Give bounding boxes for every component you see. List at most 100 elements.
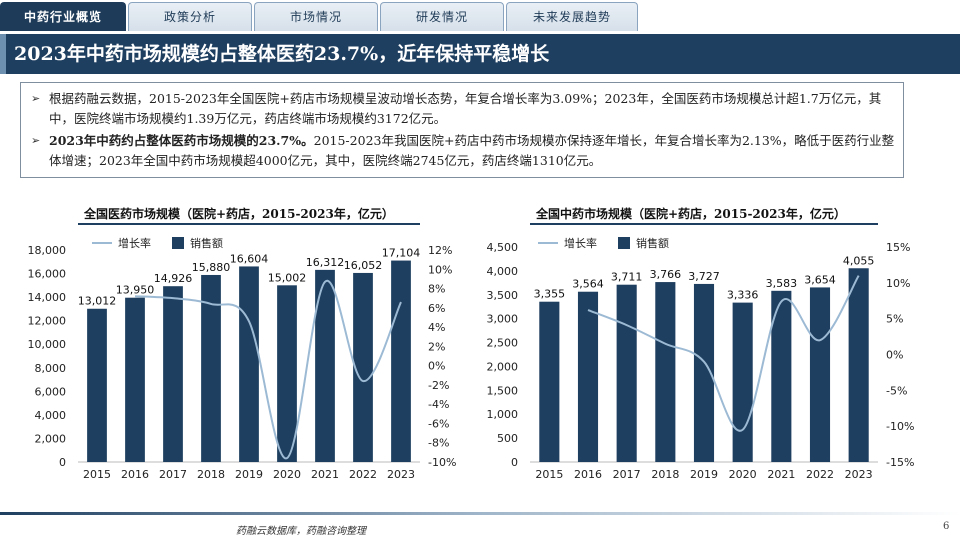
data-label: 16,312 [306,256,345,269]
bar [239,266,259,462]
x-tick-label: 2017 [159,468,187,481]
data-label: 13,950 [116,284,155,297]
y2-tick-label: 5% [886,313,903,326]
x-tick-label: 2017 [613,468,641,481]
y-tick-label: 12,000 [28,315,67,328]
y-tick-label: 6,000 [35,385,67,398]
data-label: 17,104 [382,247,421,260]
legend-bar-swatch [172,237,184,249]
y-tick-label: 1,500 [487,384,519,397]
summary-text: 根据药融云数据，2015-2023年全国医院+药店市场规模呈波动增长态势，年复合… [49,91,882,126]
y2-tick-label: 8% [428,283,445,296]
bar [616,284,637,462]
tab-policy-analysis[interactable]: 政策分析 [128,2,252,31]
x-tick-label: 2021 [311,468,339,481]
tab-industry-overview[interactable]: 中药行业概览 [0,2,126,31]
x-tick-label: 2021 [767,468,795,481]
y2-tick-label: 6% [428,302,445,315]
chart-tcm-market: 4,500 4,000 3,500 3,000 2,500 2,000 1,500 1,000… [487,236,915,481]
chart-rule-right [530,223,878,225]
y2-tick-label: 10% [886,277,910,290]
bar [353,272,373,462]
y2-tick-label: 12% [428,244,452,257]
y-tick-label: 0 [59,456,66,469]
y-tick-label: 18,000 [28,244,67,257]
bar [277,285,297,462]
x-tick-label: 2016 [121,468,149,481]
y2-tick-label: 15% [886,241,910,254]
legend-bar-swatch [618,237,630,249]
data-label: 3,564 [572,278,604,291]
y-tick-label: 2,000 [487,360,519,373]
tab-market-situation[interactable]: 市场情况 [254,2,378,31]
growth-line [134,279,402,460]
y-tick-label: 16,000 [28,268,67,281]
y2-tick-label: -4% [428,398,449,411]
title-accent [0,34,6,74]
footer-line [0,512,960,515]
data-label: 4,055 [843,254,875,267]
y-tick-label: 4,000 [35,409,67,422]
bar [163,286,183,462]
chart-title-right: 全国中药市场规模（医院+药店，2015-2023年，亿元） [536,207,846,221]
y2-tick-label: -10% [428,456,456,469]
legend-line-label: 增长率 [564,236,597,250]
bar [693,283,715,462]
summary-text: 2015-2023年我国医院+药店中药市场规模亦保持逐年增长，年复合增长率为2.… [49,133,895,168]
y2-tick-label: 0% [428,360,445,373]
y2-tick-label: -8% [428,437,449,450]
y2-tick-label: -15% [886,456,914,469]
data-label: 16,052 [344,259,383,272]
y2-tick-label: 10% [428,263,452,276]
y2-tick-label: -5% [886,384,907,397]
y2-tick-label: 4% [428,321,445,334]
x-tick-label: 2019 [235,468,263,481]
y2-tick-label: -2% [428,379,449,392]
legend-bar-label: 销售额 [636,236,669,250]
bar [391,260,411,462]
y2-tick-label: -10% [886,420,914,433]
bar [125,297,145,462]
bar [732,302,753,462]
title-bar: 2023年中药市场规模约占整体医药23.7%，近年保持平稳增长 [0,34,960,74]
data-label: 3,727 [688,270,720,283]
y2-tick-label: 0% [886,349,903,362]
y-tick-label: 2,000 [35,432,67,445]
page-title: 2023年中药市场规模约占整体医药23.7%，近年保持平稳增长 [14,43,550,65]
data-label: 15,002 [268,271,307,284]
page-number: 6 [943,521,950,532]
bar [201,274,221,462]
y-tick-label: 10,000 [28,338,67,351]
x-tick-label: 2023 [845,468,873,481]
data-label: 15,880 [192,261,231,274]
tab-rd-situation[interactable]: 研发情况 [380,2,504,31]
growth-line [587,275,860,432]
summary-bold: 2023年中药约占整体医药市场规模的23.7%。 [49,133,314,148]
legend-bar-label: 销售额 [190,236,223,250]
y-tick-label: 3,000 [487,313,519,326]
y-tick-label: 4,500 [487,241,519,254]
bullet-arrow-icon: ➢ [31,134,41,147]
data-label: 3,355 [534,288,566,301]
bar [655,282,676,462]
x-tick-label: 2018 [197,468,225,481]
data-label: 3,654 [804,273,836,286]
legend-line-label: 增长率 [118,236,151,250]
tab-future-trends[interactable]: 未来发展趋势 [506,2,638,31]
source-note: 药融云数据库，药融咨询整理 [236,526,366,537]
bar [771,290,792,462]
x-tick-label: 2019 [690,468,718,481]
data-label: 13,012 [78,295,117,308]
bullet-arrow-icon: ➢ [31,92,41,105]
tab-bar: 中药行业概览 政策分析 市场情况 研发情况 未来发展趋势 [0,0,960,32]
x-tick-label: 2023 [387,468,415,481]
y-tick-label: 1,000 [487,408,519,421]
x-tick-label: 2018 [651,468,679,481]
y-tick-label: 3,500 [487,289,519,302]
y-tick-label: 0 [511,456,518,469]
y-tick-label: 500 [497,432,518,445]
y-tick-label: 14,000 [28,291,67,304]
chart-title-left: 全国医药市场规模（医院+药店，2015-2023年，亿元） [84,207,394,221]
y2-tick-label: -6% [428,417,449,430]
chart-total-market: 18,000 16,000 14,000 12,000 10,000 8,000 6,000… [28,236,457,481]
